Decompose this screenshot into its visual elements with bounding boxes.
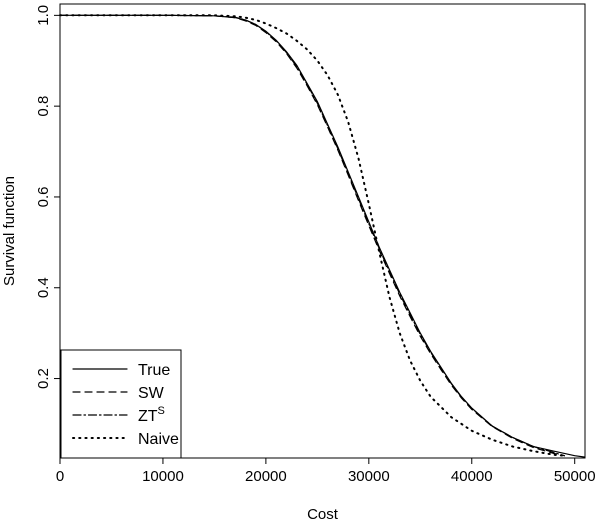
legend-label: SW [138,385,165,402]
series-line-zts [59,14,565,457]
y-tick-label: 1.0 [35,5,52,26]
y-axis-title: Survival function [1,176,18,286]
y-tick-label: 0.8 [35,96,52,117]
plot-area-border [59,3,586,459]
x-axis-title: Cost [307,506,339,521]
legend-label: Naive [138,431,179,448]
x-tick-label: 20000 [245,468,287,485]
y-axis: 0.2 0.4 0.6 0.8 1.0 [35,5,60,389]
legend-label: ZTS [138,405,165,425]
y-tick-label: 0.2 [35,368,52,389]
x-tick-label: 0 [56,468,64,485]
x-axis: 0 10000 20000 30000 40000 50000 [56,458,596,485]
legend: True SW ZTS Naive [60,349,182,459]
x-tick-label: 30000 [348,468,390,485]
legend-label: True [138,362,170,379]
x-tick-label: 10000 [142,468,184,485]
x-tick-label: 50000 [554,468,596,485]
series-line-sw [59,14,565,457]
plot-frame [59,3,586,459]
series-lines [59,14,586,458]
legend-box [60,349,182,459]
y-tick-label: 0.6 [35,187,52,208]
x-tick-label: 40000 [451,468,493,485]
y-tick-label: 0.4 [35,277,52,298]
series-line-naive [59,14,566,457]
